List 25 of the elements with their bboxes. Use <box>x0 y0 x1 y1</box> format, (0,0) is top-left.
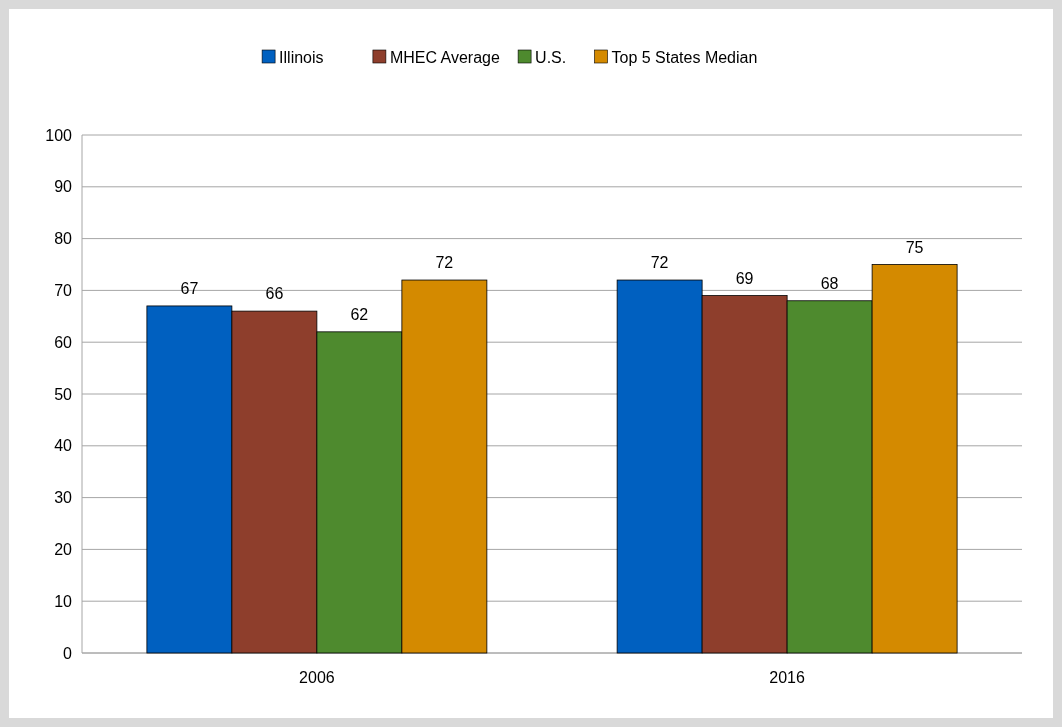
legend-label: U.S. <box>535 48 567 66</box>
data-label: 67 <box>180 279 199 297</box>
y-tick-label: 70 <box>54 282 73 299</box>
data-label: 62 <box>350 305 369 323</box>
y-tick-label: 30 <box>54 489 73 507</box>
x-tick-label: 2016 <box>769 669 806 686</box>
y-tick-label: 0 <box>63 644 73 662</box>
y-tick-label: 20 <box>54 541 73 558</box>
y-tick-label: 10 <box>54 592 73 610</box>
y-tick-label: 50 <box>54 385 73 403</box>
y-tick-label: 90 <box>54 178 73 196</box>
legend-label: Illinois <box>279 48 324 66</box>
legend-label: Top 5 States Median <box>611 48 758 66</box>
x-tick-label: 2006 <box>299 669 335 686</box>
legend-label: MHEC Average <box>389 48 500 66</box>
y-tick-label: 60 <box>54 333 73 351</box>
y-tick-label: 40 <box>54 437 73 455</box>
y-tick-label: 80 <box>54 230 73 248</box>
data-label: 66 <box>265 285 284 303</box>
data-label: 72 <box>650 254 669 272</box>
data-label: 72 <box>435 254 454 272</box>
data-label: 75 <box>905 238 924 256</box>
data-label: 68 <box>820 274 839 292</box>
data-label: 69 <box>735 269 754 287</box>
y-tick-label: 100 <box>45 126 73 144</box>
